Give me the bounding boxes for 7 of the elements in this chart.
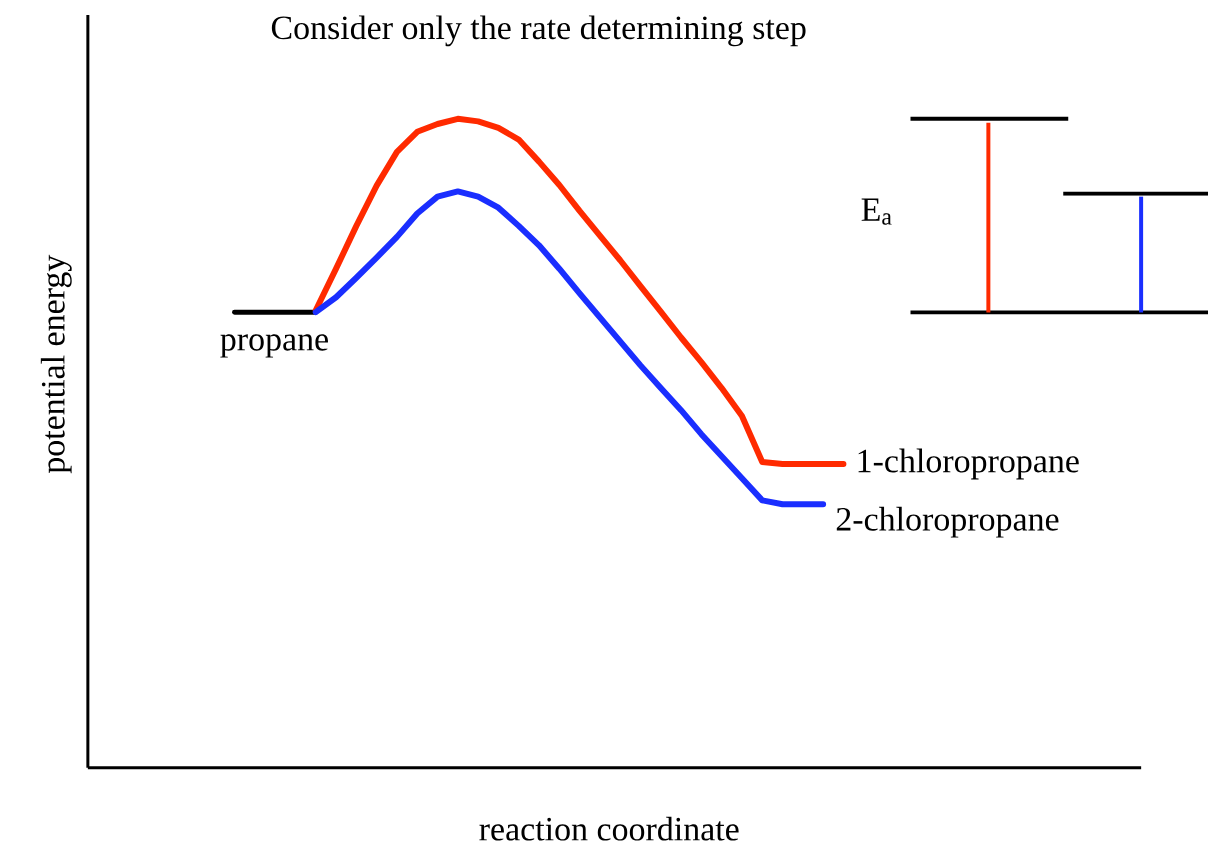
text: E$_{a}$ [861, 198, 892, 225]
series-label: propane [220, 334, 328, 358]
y-axis-title: potential energy [40, 254, 72, 474]
x-axis-title: reaction coordinate [479, 816, 739, 841]
chart-title: Consider only the rate determining step [271, 15, 806, 47]
series-label: 2-chloropropane [836, 506, 1059, 538]
series-label: 1-chloropropane [858, 448, 1079, 480]
